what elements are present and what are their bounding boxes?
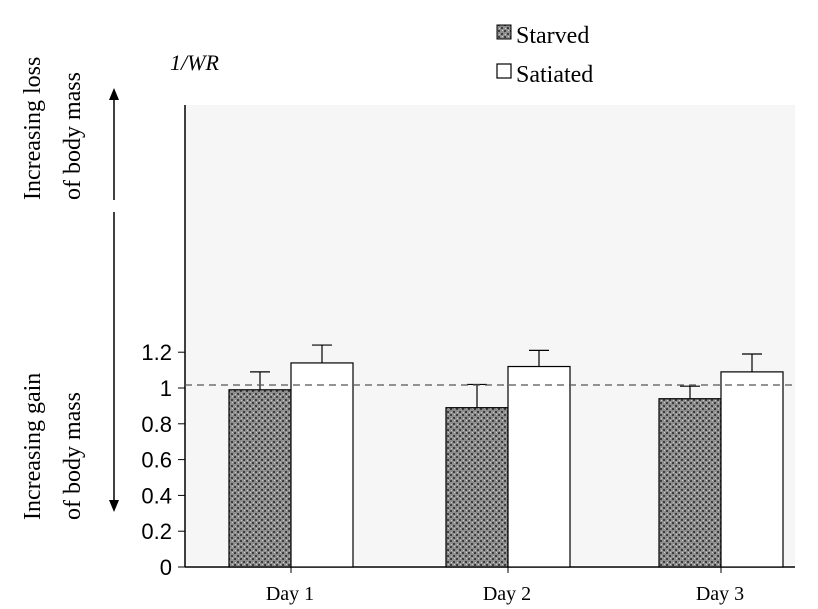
gain-label-line2: of body mass xyxy=(60,392,86,520)
legend: Starved Satiated xyxy=(496,23,593,88)
legend-swatch-starved xyxy=(496,24,512,40)
y-tick-label: 1.2 xyxy=(141,340,172,365)
bar-satiated-2 xyxy=(507,365,571,568)
loss-label-line2: of body mass xyxy=(60,72,86,200)
gain-annotation: Increasing gain of body mass xyxy=(20,212,119,520)
loss-annotation: Increasing loss of body mass xyxy=(20,57,119,200)
legend-swatch-satiated xyxy=(496,63,512,79)
gain-label-line1: Increasing gain xyxy=(20,373,46,520)
loss-arrow-head xyxy=(109,88,119,100)
bar-starved-3 xyxy=(658,398,722,568)
y-tick-label: 0.2 xyxy=(141,519,172,544)
bar-starved-2 xyxy=(445,407,509,568)
x-category-label: Day 1 xyxy=(266,583,314,605)
y-tick-label: 0 xyxy=(160,555,172,580)
y-tick-label: 0.4 xyxy=(141,483,172,508)
y-tick-label: 1 xyxy=(160,376,172,401)
legend-label-satiated: Satiated xyxy=(516,62,593,88)
loss-label-line1: Increasing loss xyxy=(20,57,46,200)
gain-arrow-head xyxy=(109,500,119,512)
bar-starved-1 xyxy=(228,389,292,568)
error-bars xyxy=(250,344,762,408)
y-tick-label: 0.6 xyxy=(141,448,172,473)
x-category-labels: Day 1 Day 2 Day 3 xyxy=(266,567,744,605)
legend-label-starved: Starved xyxy=(516,23,589,49)
y-tick-label: 0.8 xyxy=(141,412,172,437)
x-category-label: Day 3 xyxy=(696,583,744,605)
y-ticks: 0 0.2 0.4 0.6 0.8 1 1.2 xyxy=(141,340,185,580)
x-category-label: Day 2 xyxy=(483,583,531,605)
bar-satiated-1 xyxy=(290,362,354,568)
bars xyxy=(228,362,784,568)
y-axis-title: 1/WR xyxy=(170,50,219,75)
bar-satiated-3 xyxy=(720,371,784,568)
